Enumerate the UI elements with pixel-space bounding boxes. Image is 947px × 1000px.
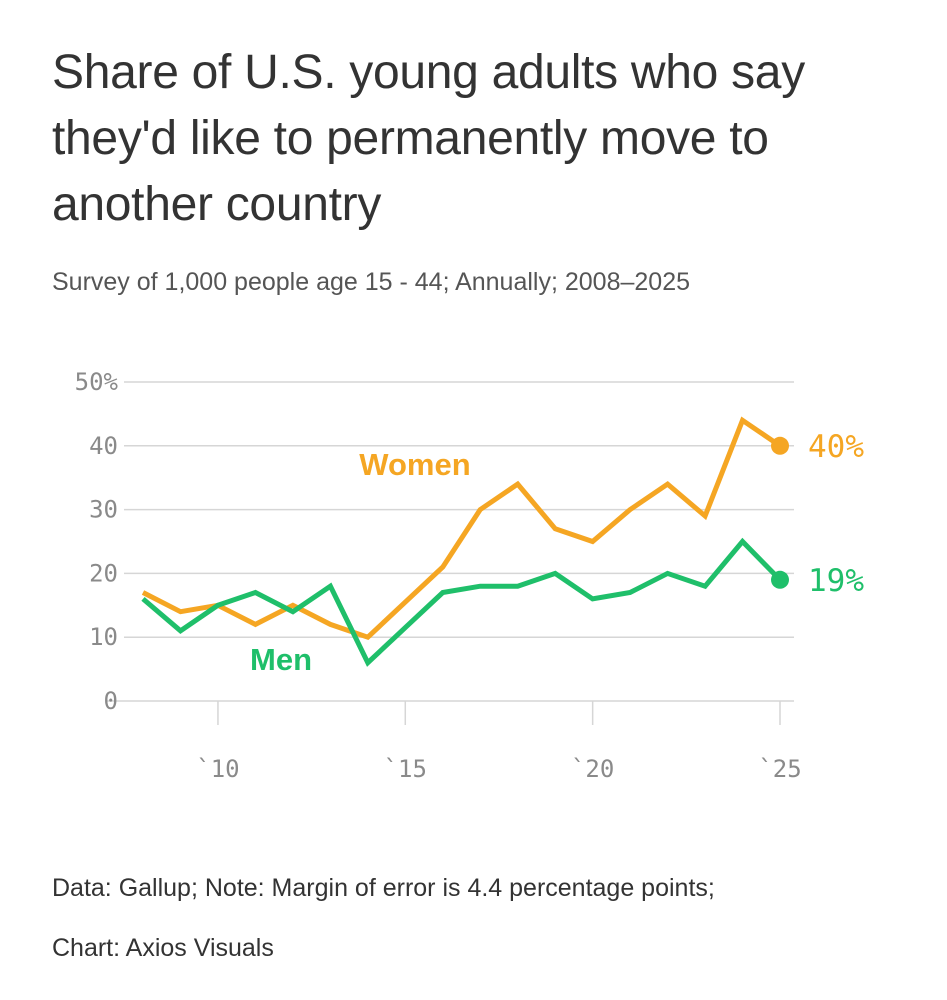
y-tick-label: 40 [89,432,118,460]
y-tick-label: 50% [75,368,119,396]
chart-subtitle: Survey of 1,000 people age 15 - 44; Annu… [52,268,691,296]
x-tick-label: `15 [384,755,427,783]
men-end-point [771,570,789,589]
chart-title: Share of U.S. young adults who say they'… [52,46,805,231]
women-end-value-label: 40% [808,429,864,465]
x-tick-label: `10 [196,755,239,783]
y-tick-label: 20 [89,559,118,587]
y-tick-label: 30 [89,496,118,524]
series-labels: 40% Women 19% Men [250,429,864,677]
source-note: Data: Gallup; Note: Margin of error is 4… [52,874,715,902]
women-end-point [771,436,789,455]
women-series-label: Women [359,447,470,482]
women-line [141,416,782,641]
men-end-value-label: 19% [808,563,864,599]
series-lines [141,416,789,667]
x-axis-ticks: `10 `15 `20 `25 [196,701,802,783]
men-line [141,537,782,667]
line-chart: 0 10 20 30 40 50% `10 `15 `20 `25 40% Women 19% Men [75,368,865,783]
x-tick-label: `20 [571,755,614,783]
men-series-label: Men [250,642,312,677]
gridlines [106,381,794,702]
chart-credit: Chart: Axios Visuals [52,934,274,962]
y-tick-label: 10 [89,623,118,651]
y-tick-label: 0 [104,687,118,715]
y-axis-ticks: 0 10 20 30 40 50% [75,368,119,715]
x-tick-label: `25 [758,755,801,783]
